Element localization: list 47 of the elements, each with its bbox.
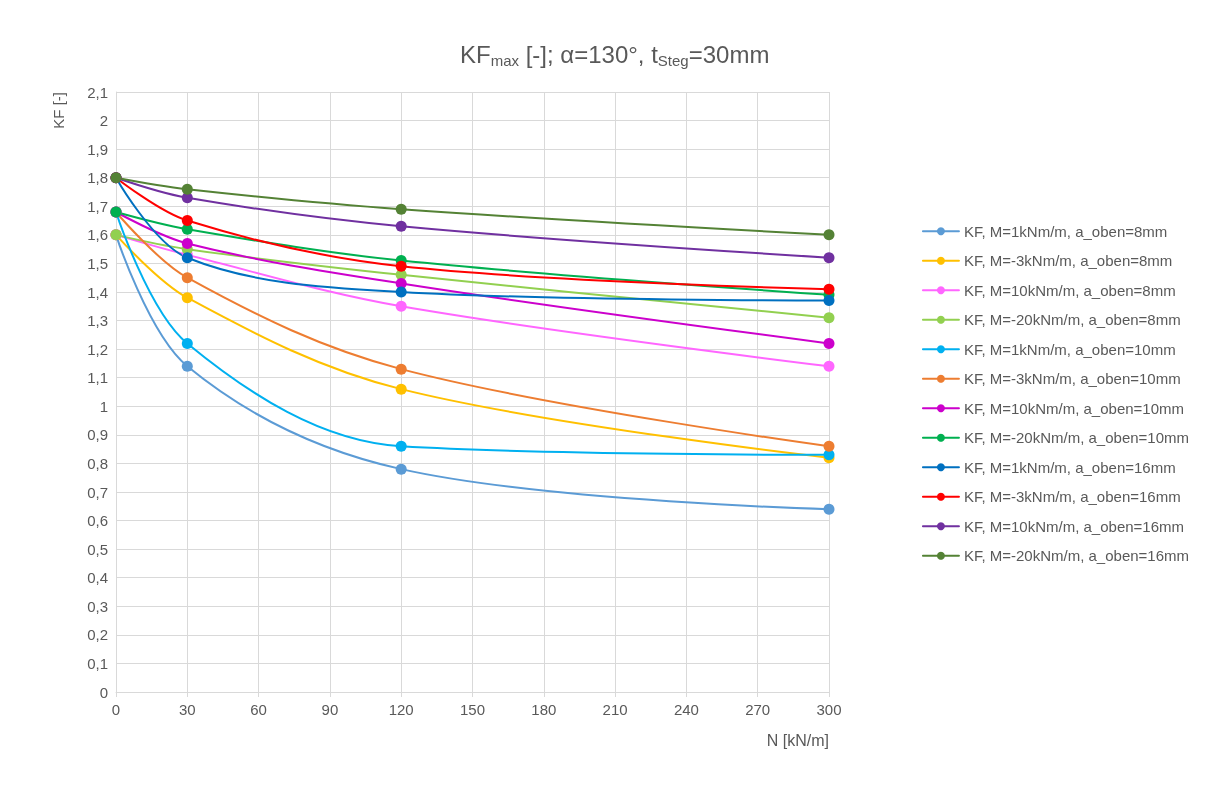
x-tick-label: 270 (745, 701, 771, 718)
legend-label: KF, M=-3kNm/m, a_oben=8mm (963, 252, 1173, 270)
legend-label: KF, M=-3kNm/m, a_oben=16mm (963, 488, 1181, 506)
y-tick-label: 1 (99, 397, 108, 415)
legend-label: KF, M=-20kNm/m, a_oben=10mm (963, 429, 1190, 447)
y-tick-label: 1,5 (87, 254, 108, 272)
y-tick-label: 0,7 (87, 483, 108, 501)
y-tick-label: 0,1 (87, 654, 108, 672)
legend-label: KF, M=1kNm/m, a_oben=8mm (963, 222, 1168, 240)
y-tick-label: 0,2 (87, 626, 108, 644)
x-tick-label: 240 (673, 701, 699, 718)
x-tick-label: 120 (388, 701, 414, 718)
y-tick-label: 0,6 (87, 512, 108, 530)
y-tick-label: 2 (99, 112, 108, 130)
y-tick-label: 2,1 (87, 83, 108, 101)
legend-label: KF, M=-20kNm/m, a_oben=16mm (963, 547, 1190, 565)
y-tick-label: 1,8 (87, 169, 108, 187)
x-tick-label: 180 (531, 701, 557, 718)
legend-label: KF, M=-20kNm/m, a_oben=8mm (963, 311, 1181, 329)
y-tick-label: 1,6 (87, 226, 108, 244)
y-tick-label: 1,2 (87, 340, 108, 358)
x-tick-label: 90 (321, 701, 339, 718)
y-tick-label: 1,9 (87, 140, 108, 158)
legend-label: KF, M=1kNm/m, a_oben=10mm (963, 340, 1176, 358)
y-tick-label: 1,7 (87, 197, 108, 215)
y-tick-label: 0,3 (87, 597, 108, 615)
y-tick-label: 1,1 (87, 369, 108, 387)
y-tick-label: 1,4 (87, 283, 108, 301)
legend-label: KF, M=10kNm/m, a_oben=8mm (963, 281, 1176, 299)
y-tick-label: 1,3 (87, 312, 108, 330)
x-tick-label: 300 (816, 701, 842, 718)
legend-label: KF, M=-3kNm/m, a_oben=10mm (963, 370, 1181, 388)
x-tick-label: 210 (602, 701, 628, 718)
x-tick-label: 150 (459, 701, 486, 718)
y-axis-title: KF [-] (50, 92, 67, 129)
legend-label: KF, M=10kNm/m, a_oben=16mm (963, 517, 1185, 535)
x-axis-title: N [kN/m] (766, 731, 829, 749)
y-tick-label: 0 (99, 683, 108, 701)
x-tick-label: 60 (250, 701, 267, 718)
legend-label: KF, M=10kNm/m, a_oben=10mm (963, 399, 1185, 417)
x-tick-label: 0 (111, 701, 121, 718)
y-tick-label: 0,9 (87, 426, 108, 444)
legend-label: KF, M=1kNm/m, a_oben=16mm (963, 458, 1176, 476)
x-tick-label: 30 (178, 701, 196, 718)
y-tick-label: 0,4 (87, 569, 108, 587)
y-tick-label: 0,8 (87, 454, 108, 472)
y-tick-label: 0,5 (87, 540, 108, 558)
